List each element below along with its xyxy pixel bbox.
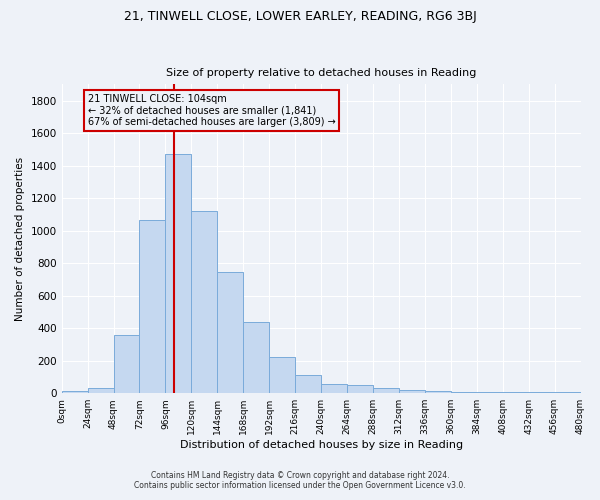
Text: Contains HM Land Registry data © Crown copyright and database right 2024.
Contai: Contains HM Land Registry data © Crown c… xyxy=(134,470,466,490)
Bar xyxy=(321,384,347,393)
Bar xyxy=(191,211,217,393)
Bar xyxy=(477,392,503,393)
Text: 21, TINWELL CLOSE, LOWER EARLEY, READING, RG6 3BJ: 21, TINWELL CLOSE, LOWER EARLEY, READING… xyxy=(124,10,476,23)
Bar xyxy=(425,391,451,393)
Bar xyxy=(399,390,425,393)
Bar xyxy=(166,154,191,393)
Bar xyxy=(113,336,139,393)
Bar xyxy=(88,388,113,393)
Bar xyxy=(451,392,477,393)
Y-axis label: Number of detached properties: Number of detached properties xyxy=(15,156,25,321)
Bar xyxy=(243,322,269,393)
X-axis label: Distribution of detached houses by size in Reading: Distribution of detached houses by size … xyxy=(179,440,463,450)
Bar xyxy=(217,272,243,393)
Bar xyxy=(62,391,88,393)
Bar xyxy=(295,376,321,393)
Bar xyxy=(503,392,529,393)
Bar xyxy=(139,220,166,393)
Text: 21 TINWELL CLOSE: 104sqm
← 32% of detached houses are smaller (1,841)
67% of sem: 21 TINWELL CLOSE: 104sqm ← 32% of detach… xyxy=(88,94,335,128)
Bar xyxy=(269,356,295,393)
Bar xyxy=(529,392,554,393)
Bar xyxy=(373,388,399,393)
Title: Size of property relative to detached houses in Reading: Size of property relative to detached ho… xyxy=(166,68,476,78)
Bar xyxy=(347,385,373,393)
Bar xyxy=(554,392,581,393)
